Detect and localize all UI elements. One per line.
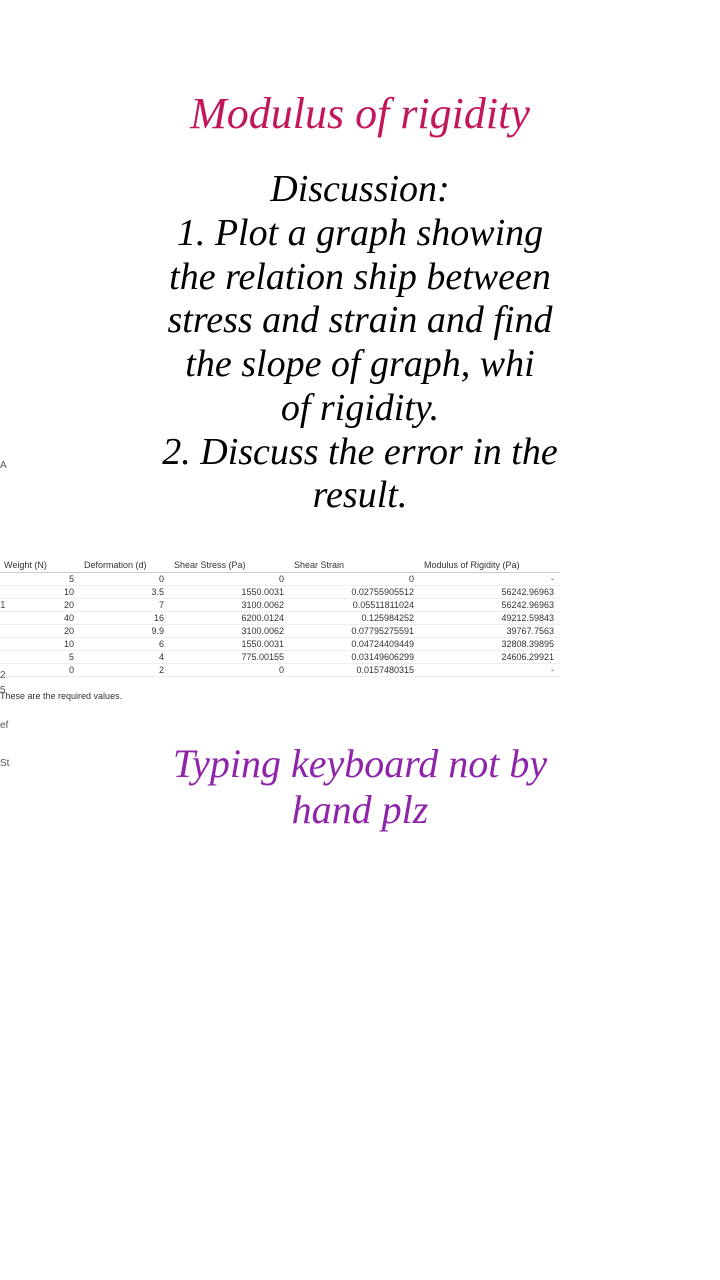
table-cell: 10 xyxy=(0,637,80,650)
table-cell: 3.5 xyxy=(80,585,170,598)
table-cell: - xyxy=(420,663,560,676)
table-cell: 0 xyxy=(170,572,290,585)
table-cell: - xyxy=(420,572,560,585)
body-line-1: 1. Plot a graph showing xyxy=(177,212,543,254)
side-label-5: 5 xyxy=(0,685,6,696)
table-cell: 0 xyxy=(0,663,80,676)
table-cell: 0 xyxy=(170,663,290,676)
table-row: 5000- xyxy=(0,572,560,585)
table-col-header: Shear Stress (Pa) xyxy=(170,558,290,573)
table-cell: 2 xyxy=(80,663,170,676)
table-row: 2073100.00620.0551181102456242.96963 xyxy=(0,598,560,611)
table-cell: 0.05511811024 xyxy=(290,598,420,611)
table-header-row: Weight (N)Deformation (d)Shear Stress (P… xyxy=(0,558,560,573)
body-line-7: result. xyxy=(313,474,408,516)
discussion-body: 1. Plot a graph showing the relation shi… xyxy=(0,212,720,518)
table-note: These are the required values. xyxy=(0,691,560,701)
table-cell: 39767.7563 xyxy=(420,624,560,637)
table-cell: 24606.29921 xyxy=(420,650,560,663)
table-cell: 1550.0031 xyxy=(170,637,290,650)
side-label-a: A xyxy=(0,460,7,471)
body-line-6: 2. Discuss the error in the xyxy=(162,431,557,473)
footer-line-1: Typing keyboard not by xyxy=(173,741,547,786)
table-row: 40166200.01240.12598425249212.59843 xyxy=(0,611,560,624)
rigidity-table: Weight (N)Deformation (d)Shear Stress (P… xyxy=(0,558,560,677)
footer-text: Typing keyboard not by hand plz xyxy=(0,741,720,833)
side-label-1: 1 xyxy=(0,600,6,611)
table-cell: 20 xyxy=(0,624,80,637)
table-cell: 6200.0124 xyxy=(170,611,290,624)
table-cell: 0.125984252 xyxy=(290,611,420,624)
table-cell: 10 xyxy=(0,585,80,598)
table-row: 103.51550.00310.0275590551256242.96963 xyxy=(0,585,560,598)
table-row: 1061550.00310.0472440944932808.39895 xyxy=(0,637,560,650)
table-cell: 56242.96963 xyxy=(420,585,560,598)
table-col-header: Weight (N) xyxy=(0,558,80,573)
page-title: Modulus of rigidity xyxy=(0,90,720,138)
table-cell: 4 xyxy=(80,650,170,663)
table-cell: 49212.59843 xyxy=(420,611,560,624)
body-line-4: the slope of graph, whi xyxy=(185,343,534,385)
table-cell: 9.9 xyxy=(80,624,170,637)
body-line-3: stress and strain and find xyxy=(168,299,553,341)
body-line-2: the relation ship between xyxy=(169,256,551,298)
table-col-header: Shear Strain xyxy=(290,558,420,573)
table-col-header: Deformation (d) xyxy=(80,558,170,573)
table-cell: 0.07795275591 xyxy=(290,624,420,637)
table-cell: 3100.0062 xyxy=(170,624,290,637)
table-cell: 5 xyxy=(0,650,80,663)
table-cell: 0.04724409449 xyxy=(290,637,420,650)
side-label-ef: ef xyxy=(0,720,8,731)
table-cell: 40 xyxy=(0,611,80,624)
table-cell: 20 xyxy=(0,598,80,611)
page: A 1 2 5 ef St Modulus of rigidity Discus… xyxy=(0,90,720,1280)
table-cell: 6 xyxy=(80,637,170,650)
table-cell: 3100.0062 xyxy=(170,598,290,611)
table-row: 0200.0157480315- xyxy=(0,663,560,676)
table-cell: 775.00155 xyxy=(170,650,290,663)
table-cell: 0 xyxy=(80,572,170,585)
table-cell: 0 xyxy=(290,572,420,585)
footer-line-2: hand plz xyxy=(292,787,429,832)
side-label-2: 2 xyxy=(0,670,6,681)
table-cell: 1550.0031 xyxy=(170,585,290,598)
table-row: 209.93100.00620.0779527559139767.7563 xyxy=(0,624,560,637)
table-col-header: Modulus of Rigidity (Pa) xyxy=(420,558,560,573)
body-line-5: of rigidity. xyxy=(281,387,439,429)
table-cell: 7 xyxy=(80,598,170,611)
table-cell: 0.02755905512 xyxy=(290,585,420,598)
table-cell: 0.0157480315 xyxy=(290,663,420,676)
discussion-heading: Discussion: xyxy=(0,168,720,212)
table-cell: 32808.39895 xyxy=(420,637,560,650)
table-row: 54775.001550.0314960629924606.29921 xyxy=(0,650,560,663)
data-table-region: Weight (N)Deformation (d)Shear Stress (P… xyxy=(0,558,560,701)
table-cell: 56242.96963 xyxy=(420,598,560,611)
table-cell: 0.03149606299 xyxy=(290,650,420,663)
table-cell: 16 xyxy=(80,611,170,624)
side-label-st: St xyxy=(0,758,9,769)
table-cell: 5 xyxy=(0,572,80,585)
